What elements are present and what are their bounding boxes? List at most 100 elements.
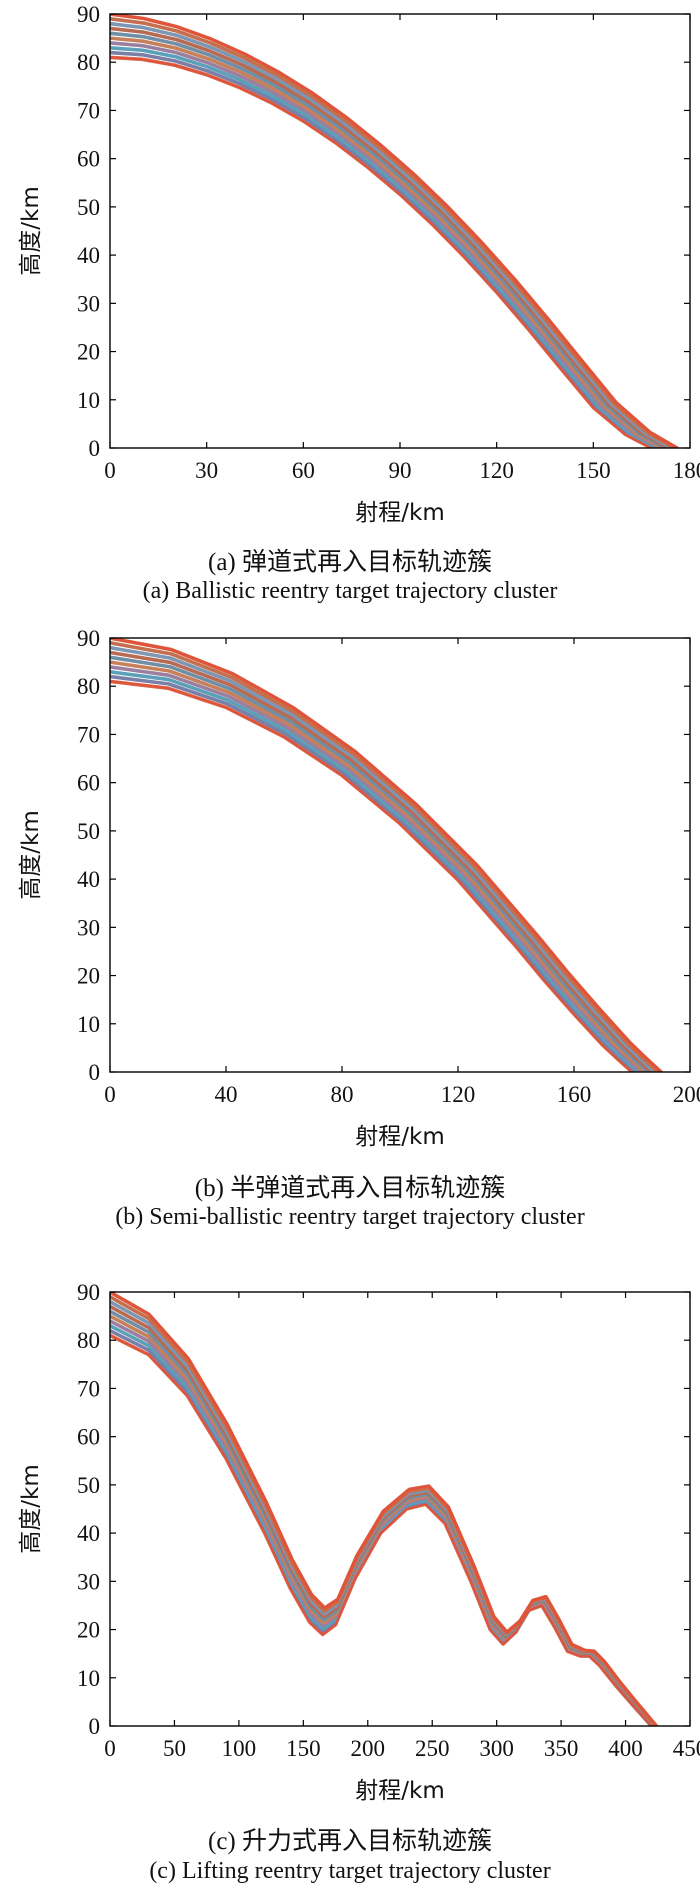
y-tick-label: 50 bbox=[77, 1473, 100, 1498]
x-tick-label: 400 bbox=[608, 1736, 643, 1761]
x-tick-label: 350 bbox=[544, 1736, 579, 1761]
trajectory-line bbox=[110, 21, 674, 448]
y-tick-label: 50 bbox=[77, 195, 100, 220]
y-tick-label: 0 bbox=[89, 1714, 101, 1739]
x-tick-label: 180 bbox=[673, 458, 700, 483]
y-tick-label: 90 bbox=[77, 626, 100, 651]
x-tick-label: 150 bbox=[576, 458, 611, 483]
caption-cn-c: (c) 升力式再入目标轨迹簇 bbox=[208, 1828, 492, 1855]
y-tick-label: 80 bbox=[77, 50, 100, 75]
y-tick-label: 40 bbox=[77, 243, 100, 268]
y-tick-label: 0 bbox=[89, 436, 101, 461]
y-tick-label: 20 bbox=[77, 340, 100, 365]
trajectory-line bbox=[110, 50, 656, 448]
trajectory-line bbox=[110, 679, 634, 1072]
y-tick-label: 30 bbox=[77, 915, 100, 940]
trajectory-line bbox=[110, 1292, 659, 1726]
y-tick-label: 80 bbox=[77, 674, 100, 699]
caption-en-a: (a) Ballistic reentry target trajectory … bbox=[142, 578, 558, 604]
trajectory-line bbox=[110, 31, 668, 448]
trajectory-line bbox=[110, 650, 654, 1072]
x-tick-label: 60 bbox=[292, 458, 315, 483]
y-tick-label: 40 bbox=[77, 1521, 100, 1546]
y-tick-label: 20 bbox=[77, 1618, 100, 1643]
x-tick-label: 200 bbox=[351, 1736, 386, 1761]
trajectory-line bbox=[110, 36, 665, 448]
y-tick-label: 40 bbox=[77, 867, 100, 892]
trajectory-line bbox=[110, 641, 660, 1072]
x-tick-label: 80 bbox=[331, 1082, 354, 1107]
x-tick-label: 450 bbox=[673, 1736, 700, 1761]
trajectory-line bbox=[110, 655, 650, 1072]
trajectory-cluster bbox=[110, 14, 679, 448]
y-tick-label: 80 bbox=[77, 1328, 100, 1353]
trajectory-edge-line bbox=[110, 14, 678, 448]
x-tick-label: 30 bbox=[195, 458, 218, 483]
trajectory-edge-line bbox=[110, 1292, 658, 1726]
trajectory-line bbox=[110, 45, 659, 448]
y-tick-label: 60 bbox=[77, 771, 100, 796]
x-axis-label: 射程/km bbox=[355, 500, 444, 526]
y-tick-label: 90 bbox=[77, 1280, 100, 1305]
trajectory-edge-line bbox=[110, 1334, 653, 1726]
y-tick-label: 30 bbox=[77, 291, 100, 316]
x-tick-label: 100 bbox=[222, 1736, 257, 1761]
panel-b: 0 40 80 120 160 200 0 10 20 30 40 50 60 70 80 90 射程/km 高度… bbox=[0, 626, 700, 1248]
x-tick-label: 200 bbox=[673, 1082, 700, 1107]
y-tick-label: 60 bbox=[77, 1425, 100, 1450]
caption-en-c: (c) Lifting reentry target trajectory cl… bbox=[149, 1858, 551, 1884]
x-tick-label: 300 bbox=[479, 1736, 514, 1761]
x-tick-label: 150 bbox=[286, 1736, 321, 1761]
y-tick-label: 30 bbox=[77, 1569, 100, 1594]
trajectory-line bbox=[110, 41, 662, 448]
trajectory-line bbox=[110, 26, 671, 448]
chart-a: 0 30 60 90 120 150 180 0 10 20 30 40 50 60 70 80 90 射程/km… bbox=[18, 2, 700, 526]
trajectory-line bbox=[110, 674, 638, 1072]
x-tick-label: 90 bbox=[389, 458, 412, 483]
x-tick-label: 50 bbox=[163, 1736, 186, 1761]
x-tick-label: 160 bbox=[557, 1082, 592, 1107]
caption-en-b: (b) Semi-ballistic reentry target trajec… bbox=[115, 1204, 585, 1230]
trajectory-line bbox=[110, 17, 677, 448]
y-axis-label: 高度/km bbox=[18, 1464, 44, 1553]
trajectory-cluster bbox=[110, 638, 663, 1072]
trajectory-line bbox=[110, 55, 654, 448]
x-tick-label: 0 bbox=[104, 1736, 116, 1761]
panel-c: 0 50 100 150 200 250 300 350 400 450 0 10 20 30 40 50 60… bbox=[0, 1278, 700, 1904]
trajectory-line bbox=[110, 669, 641, 1072]
x-tick-label: 120 bbox=[479, 458, 514, 483]
caption-cn-a: (a) 弹道式再入目标轨迹簇 bbox=[208, 549, 492, 576]
y-tick-label: 50 bbox=[77, 819, 100, 844]
trajectory-line bbox=[110, 645, 657, 1072]
axes-frame bbox=[109, 13, 691, 449]
y-tick-label: 0 bbox=[89, 1060, 101, 1085]
y-tick-label: 10 bbox=[77, 1666, 100, 1691]
x-axis-label: 射程/km bbox=[355, 1124, 444, 1150]
trajectory-line bbox=[110, 660, 647, 1072]
x-tick-label: 40 bbox=[215, 1082, 238, 1107]
y-tick-label: 10 bbox=[77, 388, 100, 413]
panel-a: 0 30 60 90 120 150 180 0 10 20 30 40 50 60 70 80 90 射程/km… bbox=[0, 0, 700, 610]
trajectory-cluster bbox=[110, 1292, 659, 1726]
chart-b: 0 40 80 120 160 200 0 10 20 30 40 50 60 70 80 90 射程/km 高度… bbox=[18, 626, 700, 1150]
y-tick-label: 60 bbox=[77, 147, 100, 172]
caption-cn-b: (b) 半弹道式再入目标轨迹簇 bbox=[194, 1175, 506, 1202]
y-tick-label: 70 bbox=[77, 722, 100, 747]
x-tick-label: 0 bbox=[104, 458, 116, 483]
y-tick-label: 70 bbox=[77, 98, 100, 123]
y-tick-label: 90 bbox=[77, 2, 100, 27]
chart-c: 0 50 100 150 200 250 300 350 400 450 0 10 20 30 40 50 60… bbox=[18, 1280, 700, 1804]
x-tick-label: 250 bbox=[415, 1736, 450, 1761]
x-axis-label: 射程/km bbox=[355, 1778, 444, 1804]
y-tick-label: 10 bbox=[77, 1012, 100, 1037]
axes-frame bbox=[109, 1291, 691, 1727]
x-tick-label: 120 bbox=[441, 1082, 476, 1107]
y-axis-label: 高度/km bbox=[18, 186, 44, 275]
axes-frame bbox=[109, 637, 691, 1073]
trajectory-edge-line bbox=[110, 638, 662, 1072]
y-axis-label: 高度/km bbox=[18, 810, 44, 899]
x-tick-label: 0 bbox=[104, 1082, 116, 1107]
y-tick-label: 70 bbox=[77, 1376, 100, 1401]
trajectory-edge-line bbox=[110, 680, 633, 1072]
trajectory-line bbox=[110, 665, 644, 1072]
